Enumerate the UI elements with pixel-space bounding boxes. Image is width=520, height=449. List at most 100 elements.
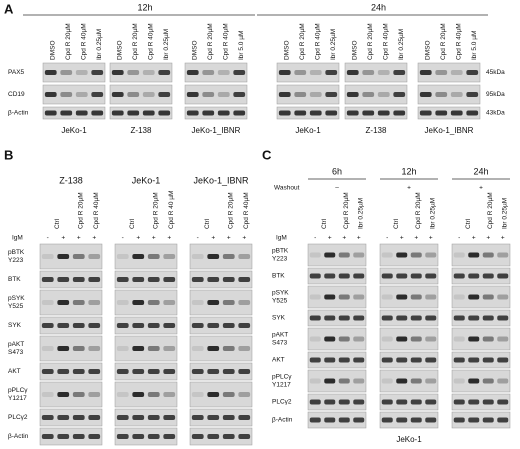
blot-strip [451, 243, 511, 267]
blot-band [41, 392, 54, 397]
row-label: PLCγ2 [272, 399, 292, 406]
lane-label: Cpd R 40µM [455, 23, 462, 60]
blot-band [202, 110, 215, 116]
lane-label: Ibr 0.25µM [96, 29, 103, 60]
blot-band [435, 70, 448, 75]
lane-label: Ctrl [129, 218, 136, 229]
blot-strip [379, 267, 439, 285]
blot-band [497, 336, 509, 342]
blot-band [353, 294, 365, 300]
row-label: pPLCγ [272, 374, 292, 381]
blot-band [132, 392, 145, 397]
blot-band [41, 254, 54, 259]
lane-label: DMSO [351, 41, 358, 61]
row-label: pPLCγ [8, 387, 28, 394]
blot-band [453, 294, 465, 300]
lane-label: Cpd R 40µM [314, 23, 321, 60]
igm-sign: + [92, 235, 96, 242]
blot-strip [39, 362, 103, 381]
blot-band [338, 357, 350, 363]
blot-strip [109, 106, 173, 120]
size-label: 95kDa [486, 91, 505, 98]
blot-strip [379, 393, 439, 411]
blot-band [466, 70, 479, 75]
row-label: β-Actin [8, 110, 29, 117]
blot-band [468, 252, 480, 258]
lane-label: Ctrl [321, 218, 328, 229]
blot-band [132, 254, 145, 259]
blot-band [396, 273, 408, 279]
lane-label: Cpd R 40µM [243, 192, 250, 229]
blot-band [163, 434, 176, 439]
blot-band [147, 277, 160, 282]
igm-sign: + [211, 235, 215, 242]
blot-band [147, 323, 160, 328]
blot-band [309, 378, 321, 384]
row-label: β-Actin [8, 433, 29, 440]
blot-band [191, 323, 204, 328]
blot-band [453, 273, 465, 279]
row-label: pAKT [272, 332, 288, 339]
blot-strip [114, 270, 178, 289]
blot-strip [451, 411, 511, 429]
blot-band [453, 357, 465, 363]
row-label: AKT [8, 368, 21, 375]
blot-band [324, 357, 336, 363]
blot-band [324, 252, 336, 258]
blot-band [410, 315, 422, 321]
blot-band [324, 273, 336, 279]
blot-band [233, 92, 246, 97]
blot-band [222, 254, 235, 259]
blot-band [482, 273, 494, 279]
blot-band [353, 336, 365, 342]
blot-band [482, 252, 494, 258]
row-label: BTK [272, 273, 285, 280]
blot-strip [451, 267, 511, 285]
blot-band [410, 357, 422, 363]
blot-band [222, 434, 235, 439]
blot-band [338, 294, 350, 300]
cell-line-label: Z-138 [366, 126, 387, 135]
blot-band [468, 357, 480, 363]
blot-band [396, 357, 408, 363]
blot-strip [189, 362, 253, 381]
cell-line-label: JeKo-1_IBNR [192, 126, 241, 135]
blot-band [91, 70, 104, 75]
blot-strip [307, 285, 367, 309]
blot-strip [379, 309, 439, 327]
lane-label: DMSO [191, 41, 198, 61]
lane-label: DMSO [49, 41, 56, 61]
row-label: Y223 [8, 257, 24, 264]
blot-strip [189, 408, 253, 427]
blot-band [191, 434, 204, 439]
igm-sign: + [486, 235, 490, 242]
blot-band [325, 92, 338, 97]
blot-band [147, 369, 160, 374]
blot-strip [451, 393, 511, 411]
blot-band [396, 378, 408, 384]
blot-band [294, 70, 307, 75]
blot-band [338, 252, 350, 258]
blot-band [381, 252, 393, 258]
row-label: S473 [272, 340, 288, 347]
group-title: 24h [371, 2, 386, 12]
blot-band [294, 92, 307, 97]
blot-band [88, 369, 101, 374]
blot-band [41, 300, 54, 305]
blot-band [142, 70, 155, 75]
blot-title: 24h [473, 166, 488, 176]
blot-band [238, 346, 251, 351]
blot-band [207, 346, 220, 351]
blot-band [233, 110, 246, 116]
blot-band [41, 277, 54, 282]
blot-band [72, 254, 85, 259]
igm-sign: + [152, 235, 156, 242]
blot-band [238, 277, 251, 282]
blot-band [410, 273, 422, 279]
blot-band [158, 70, 171, 75]
blot-band [453, 252, 465, 258]
cell-line-label: Z-138 [131, 126, 152, 135]
blot-band [338, 399, 350, 405]
blot-band [278, 92, 291, 97]
